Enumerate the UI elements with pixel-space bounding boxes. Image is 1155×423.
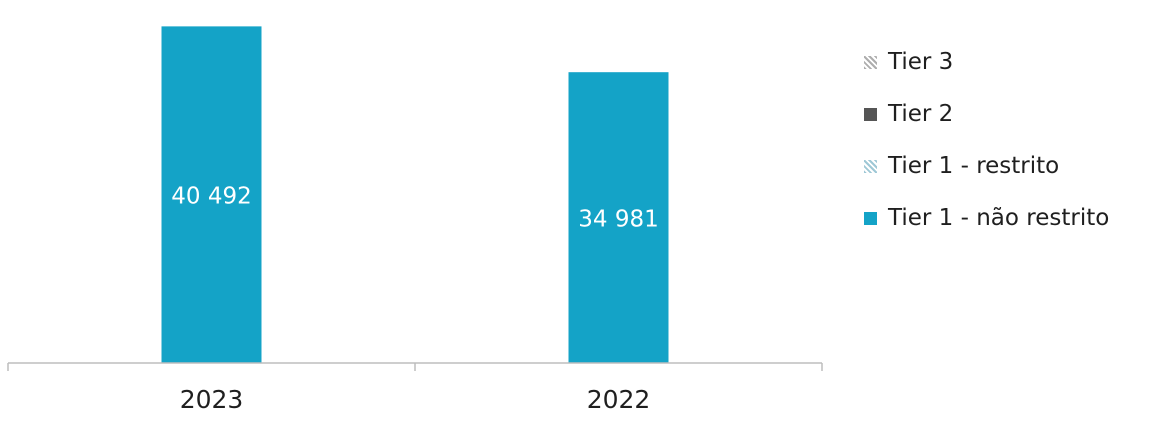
legend-swatch-tier1-unrestricted (864, 211, 877, 225)
legend-swatch-tier3 (864, 55, 877, 69)
chart-legend: Tier 3 Tier 2 Tier 1 - restrito Tier 1 -… (864, 36, 1109, 244)
x-tick-label-2022: 2022 (587, 385, 651, 414)
legend-swatch-tier1-restricted (864, 159, 877, 173)
legend-swatch-tier2 (864, 107, 877, 121)
legend-label-tier2: Tier 2 (888, 101, 954, 127)
data-label-2022: 34 981 (578, 207, 658, 233)
bar-chart: 40 492 2023 34 981 2022 (7, 26, 823, 414)
legend-item-tier1-restricted: Tier 1 - restrito (864, 140, 1109, 192)
legend-item-tier2: Tier 2 (864, 88, 1109, 140)
legend-label-tier3: Tier 3 (888, 49, 954, 75)
legend-label-tier1-restricted: Tier 1 - restrito (888, 153, 1060, 179)
x-tick-label-2023: 2023 (180, 385, 244, 414)
legend-item-tier3: Tier 3 (864, 36, 1109, 88)
bar-2022-series-0 (568, 72, 669, 364)
data-label-2023: 40 492 (171, 184, 251, 210)
legend-item-tier1-unrestricted: Tier 1 - não restrito (864, 192, 1109, 244)
bar-2023-series-0 (161, 26, 262, 363)
legend-label-tier1-unrestricted: Tier 1 - não restrito (888, 205, 1110, 231)
